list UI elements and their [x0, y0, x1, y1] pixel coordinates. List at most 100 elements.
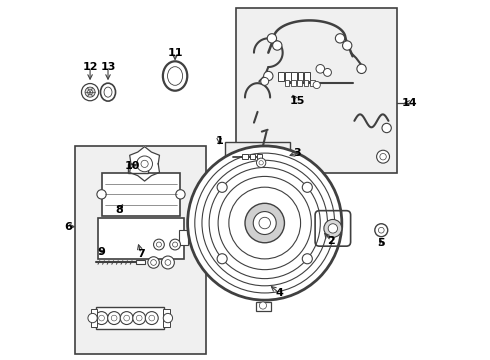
Ellipse shape — [100, 83, 116, 101]
Circle shape — [97, 190, 106, 199]
Bar — [236, 8, 397, 173]
Bar — [257, 154, 262, 159]
Circle shape — [95, 312, 108, 324]
Circle shape — [357, 64, 366, 73]
Circle shape — [163, 314, 172, 323]
Text: 12: 12 — [82, 62, 98, 72]
Bar — [310, 80, 315, 86]
Circle shape — [313, 81, 320, 89]
Circle shape — [302, 182, 312, 192]
Circle shape — [88, 314, 97, 323]
Bar — [98, 218, 184, 259]
Bar — [304, 80, 309, 86]
Circle shape — [148, 257, 159, 268]
Circle shape — [146, 312, 158, 324]
Circle shape — [328, 224, 338, 233]
Circle shape — [261, 77, 269, 85]
Circle shape — [108, 312, 121, 324]
Circle shape — [380, 153, 386, 160]
Circle shape — [151, 260, 156, 265]
Bar — [136, 260, 145, 264]
Bar — [298, 72, 303, 81]
Bar — [291, 80, 296, 86]
Ellipse shape — [104, 87, 112, 97]
Circle shape — [137, 156, 152, 172]
Circle shape — [161, 256, 174, 269]
Text: 13: 13 — [100, 62, 116, 72]
Text: 7: 7 — [137, 248, 145, 258]
Circle shape — [323, 68, 331, 76]
Bar — [74, 146, 205, 354]
Text: 15: 15 — [289, 96, 305, 106]
Circle shape — [316, 64, 324, 73]
Text: 5: 5 — [377, 238, 385, 248]
Circle shape — [124, 315, 129, 321]
Circle shape — [98, 315, 104, 321]
Bar — [278, 72, 284, 81]
Bar — [163, 309, 170, 327]
Bar — [256, 302, 271, 311]
Circle shape — [377, 150, 390, 163]
Circle shape — [170, 239, 180, 250]
Bar — [96, 307, 164, 329]
Circle shape — [165, 260, 171, 265]
Bar — [243, 154, 248, 159]
Bar — [304, 72, 310, 81]
Circle shape — [256, 158, 266, 167]
Bar — [91, 309, 97, 327]
Circle shape — [176, 190, 185, 199]
Bar — [285, 72, 291, 81]
Circle shape — [264, 71, 273, 81]
Ellipse shape — [168, 67, 183, 85]
Bar — [179, 230, 188, 244]
Text: 3: 3 — [293, 148, 301, 158]
Circle shape — [156, 242, 161, 247]
Text: 6: 6 — [65, 222, 73, 231]
Circle shape — [133, 312, 146, 324]
Circle shape — [259, 302, 267, 309]
Circle shape — [153, 239, 164, 250]
Circle shape — [272, 41, 282, 50]
Bar — [285, 80, 290, 86]
Text: 4: 4 — [275, 288, 283, 298]
Bar — [250, 154, 255, 159]
Text: 2: 2 — [327, 236, 335, 246]
Circle shape — [136, 315, 142, 321]
Circle shape — [382, 123, 392, 133]
Circle shape — [111, 315, 117, 321]
Bar — [297, 80, 302, 86]
Text: 1: 1 — [215, 136, 223, 145]
Circle shape — [149, 315, 155, 321]
Circle shape — [378, 227, 384, 233]
Circle shape — [120, 312, 133, 324]
Polygon shape — [130, 147, 160, 181]
Circle shape — [324, 220, 342, 237]
Text: 14: 14 — [401, 98, 417, 108]
Circle shape — [188, 146, 342, 300]
Circle shape — [245, 203, 285, 243]
Ellipse shape — [163, 61, 187, 91]
Text: 11: 11 — [167, 48, 183, 58]
Circle shape — [267, 34, 276, 43]
Circle shape — [172, 242, 177, 247]
Circle shape — [85, 87, 95, 97]
Circle shape — [88, 90, 93, 95]
Bar — [128, 164, 148, 173]
Circle shape — [302, 254, 312, 264]
Circle shape — [253, 212, 276, 234]
Circle shape — [141, 160, 148, 167]
Circle shape — [81, 84, 98, 101]
FancyBboxPatch shape — [315, 211, 351, 246]
Circle shape — [217, 182, 227, 192]
Circle shape — [343, 41, 352, 50]
Bar — [291, 72, 297, 81]
Text: 9: 9 — [97, 247, 105, 257]
Text: 10: 10 — [124, 161, 140, 171]
Bar — [225, 142, 290, 175]
Circle shape — [375, 224, 388, 237]
Bar — [101, 173, 180, 216]
Circle shape — [259, 217, 270, 229]
Circle shape — [259, 161, 263, 165]
Text: 8: 8 — [115, 206, 122, 216]
Circle shape — [217, 254, 227, 264]
